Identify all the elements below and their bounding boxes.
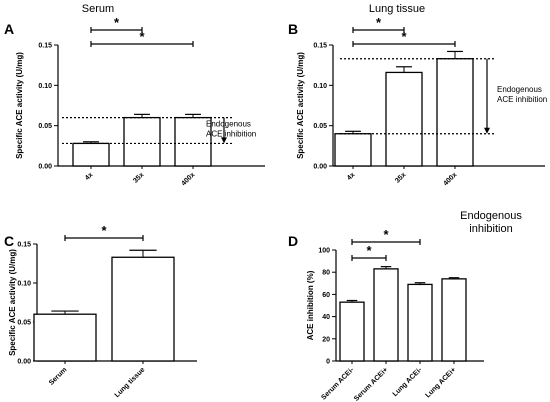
category-label: 400x (180, 171, 196, 187)
bar (407, 283, 433, 362)
significance-star: * (376, 15, 382, 30)
y-tick-label: 0.05 (17, 320, 31, 327)
y-tick-label: 0.10 (313, 83, 327, 90)
y-tick-label: 0.05 (313, 123, 327, 130)
panel-letter: B (288, 21, 298, 37)
category-label: 4x (346, 171, 357, 182)
panel-d: D Endogenous inhibition ACE inhibition (%) 0… (288, 210, 522, 402)
arrow-head (221, 137, 227, 144)
bar (373, 268, 399, 362)
category-label: 35x (132, 171, 145, 184)
y-tick-label: 0.00 (38, 164, 52, 171)
y-tick-label: 40 (322, 314, 330, 321)
panel-letter: D (288, 233, 298, 249)
bar (123, 116, 161, 167)
bar (339, 301, 365, 362)
category-label: Serum ACEi+ (353, 366, 389, 402)
significance-star: * (114, 15, 120, 30)
bar (72, 142, 110, 167)
category-label: Serum ACEi- (320, 366, 355, 401)
category-label: 4x (84, 171, 95, 182)
y-tick-label: 0.15 (38, 43, 52, 50)
chart-title: Serum (82, 3, 114, 15)
category-label: Lung ACEi+ (424, 366, 457, 399)
bar (174, 116, 212, 167)
y-tick-label: 20 (322, 336, 330, 343)
significance-star: * (366, 243, 372, 258)
chart-title: Lung tissue (369, 3, 425, 15)
y-axis-label: Specific ACE activity (U/mg) (8, 249, 17, 356)
panel-b: B Lung tissue Specific ACE activity (U/mg)… (288, 3, 547, 187)
significance-star: * (101, 223, 107, 238)
annotation-text: Endogenous (497, 85, 542, 94)
annotation-text: Endogenous (206, 120, 251, 129)
bar (441, 278, 467, 362)
y-tick-label: 0.00 (17, 359, 31, 366)
y-axis-label: Specific ACE activity (U/mg) (15, 52, 24, 159)
bar (33, 313, 97, 362)
y-axis-label: ACE inhibition (%) (306, 270, 315, 340)
significance-star: * (139, 29, 145, 44)
y-axis-label: Specific ACE activity (U/mg) (296, 52, 305, 159)
annotation-text: ACE inhibition (206, 130, 256, 139)
panel-letter: C (4, 233, 14, 249)
category-label: Lung ACEi- (392, 366, 424, 398)
y-tick-label: 0.00 (313, 164, 327, 171)
panel-letter: A (4, 21, 14, 37)
bar (334, 133, 372, 167)
category-label: 400x (442, 171, 458, 187)
category-label: Serum (48, 366, 68, 386)
y-tick-label: 0.05 (38, 123, 52, 130)
y-tick-label: 100 (318, 248, 330, 255)
y-tick-label: 80 (322, 270, 330, 277)
annotation-text: ACE inhibition (497, 95, 547, 104)
chart-title: Endogenous inhibition (460, 210, 522, 235)
bar (436, 58, 474, 167)
significance-star: * (401, 29, 407, 44)
arrow-head (484, 127, 490, 134)
bar (385, 71, 423, 167)
y-tick-label: 0.10 (17, 281, 31, 288)
bar (111, 256, 175, 362)
category-label: Lung tissue (114, 366, 147, 399)
y-tick-label: 0.10 (38, 83, 52, 90)
significance-star: * (383, 227, 389, 242)
panel-a: A Serum Specific ACE activity (U/mg) 0.00 0.… (4, 3, 265, 187)
y-tick-label: 0 (326, 359, 330, 366)
y-tick-label: 0.15 (17, 242, 31, 249)
y-tick-label: 60 (322, 292, 330, 299)
y-tick-label: 0.15 (313, 43, 327, 50)
category-label: 35x (394, 171, 407, 184)
